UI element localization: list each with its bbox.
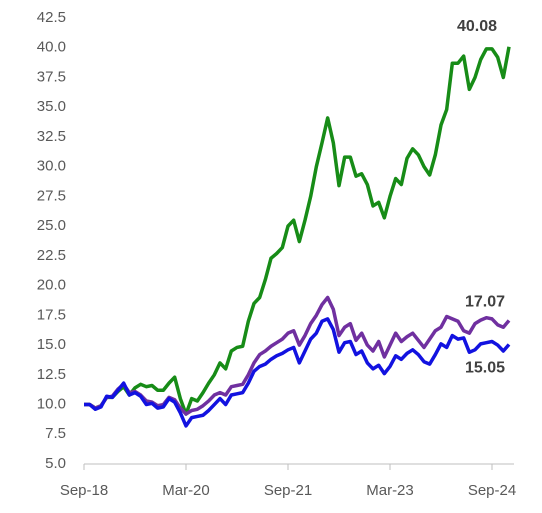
y-tick-label: 35.0 <box>37 98 66 115</box>
y-tick-label: 10.0 <box>37 396 66 413</box>
x-tick-label: Mar-23 <box>366 482 414 499</box>
data-label: 15.05 <box>465 360 505 377</box>
x-tick-label: Sep-18 <box>60 482 108 499</box>
x-tick-label: Mar-20 <box>162 482 210 499</box>
y-tick-label: 22.5 <box>37 247 66 264</box>
y-tick-label: 40.0 <box>37 39 66 56</box>
x-tick-label: Sep-24 <box>468 482 516 499</box>
y-tick-label: 42.5 <box>37 9 66 26</box>
y-tick-label: 25.0 <box>37 217 66 234</box>
y-tick-label: 12.5 <box>37 366 66 383</box>
y-tick-label: 20.0 <box>37 277 66 294</box>
y-tick-label: 15.0 <box>37 336 66 353</box>
y-tick-label: 37.5 <box>37 68 66 85</box>
series-line <box>84 317 511 428</box>
data-label: 40.08 <box>457 18 497 35</box>
y-tick-label: 17.5 <box>37 306 66 323</box>
data-label: 17.07 <box>465 294 505 311</box>
y-tick-label: 32.5 <box>37 128 66 145</box>
y-tick-label: 5.0 <box>45 455 66 472</box>
x-tick-label: Sep-21 <box>264 482 312 499</box>
y-tick-label: 30.0 <box>37 158 66 175</box>
y-tick-label: 27.5 <box>37 187 66 204</box>
y-tick-label: 7.5 <box>45 425 66 442</box>
series-line <box>84 46 511 416</box>
